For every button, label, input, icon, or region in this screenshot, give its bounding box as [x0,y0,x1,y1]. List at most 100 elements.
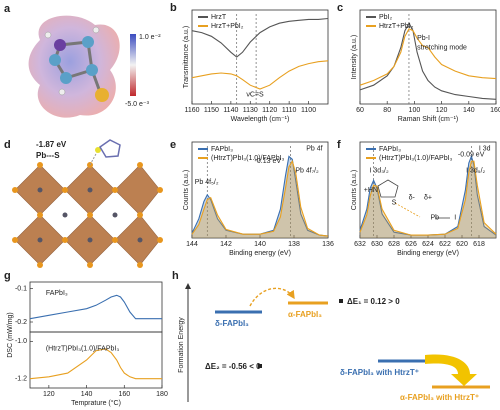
panel-a: a 1.0 e⁻² -5.0 e⁻³ [4,3,161,118]
x-tick-label: 1130 [243,107,258,114]
plot-frame [191,9,329,105]
x-tick-label: 1160 [184,107,199,114]
x-tick-label: 180 [156,391,168,398]
bullet [258,364,262,368]
annotation: S [392,199,397,206]
annotation: I [454,215,456,222]
annotation: δ+ [424,195,432,202]
color-bar-max: 1.0 e⁻² [139,34,161,41]
atom [49,54,61,66]
y-axis-label: Transmittance (a.u.) [183,26,190,88]
area-fill [192,161,328,238]
transition-arrow [249,287,295,307]
annotation: stretching mode [417,44,467,51]
x-tick-label: 628 [388,241,400,248]
legend-label: (HtrzT)PbI₃(1.0)/FAPbI₃ [379,155,453,162]
bond-label: Pb---S [36,151,60,160]
panel-label: h [172,270,179,282]
x-axis-label: Raman Shift (cm⁻¹) [398,116,458,123]
line [191,159,329,237]
line [191,17,329,58]
x-tick-label: 142 [220,241,232,248]
x-tick-label: 160 [490,107,500,114]
x-tick-label: 140 [463,107,475,114]
atom [44,31,52,39]
atom [86,64,98,76]
annotation: I 3d [479,146,491,153]
atom [82,36,94,48]
y-tick-label: -0.1 [15,286,27,293]
panel-label: b [170,2,177,14]
x-tick-label: 624 [422,241,434,248]
x-tick-label: 1100 [301,107,316,114]
panel-label: g [4,270,11,282]
x-tick-label: 626 [405,241,417,248]
series-label: FAPbI₃ [46,290,68,297]
annotation: I 3d₅/₂ [466,168,485,175]
x-tick-label: 80 [383,107,391,114]
x-tick-label: 120 [436,107,448,114]
plot-frame [359,9,497,105]
iodide-atoms [12,162,163,268]
x-tick-label: 140 [254,241,266,248]
x-tick-label: 630 [371,241,383,248]
x-axis-label: Temprature (°C) [71,399,121,407]
atom [95,88,109,102]
series-label: (HtrzT)PbI₃(1.0)/FAPbI₃ [46,346,120,353]
x-tick-label: 136 [322,241,334,248]
esp-surface [28,15,120,118]
panel-label: e [170,139,176,151]
delta-e1: ΔE₁ = 0.12 > 0 [347,297,400,306]
panel-label: c [337,2,343,14]
panel-h: h Formation Energy δ-FAPbI₃ α-FAPbI₃ ΔE₁… [172,270,490,402]
atom [54,39,66,51]
y-tick-label: -0.2 [15,319,27,326]
delta-e2: ΔE₂ = -0.56 < 0 [205,362,261,371]
color-bar [130,34,136,96]
legend-label: (HtrzT)PbI₃(1.0)/FAPbI₃ [211,155,285,162]
area-fill [360,156,496,238]
x-axis-label: Wavelength (cm⁻¹) [231,116,290,123]
x-tick-label: 1110 [282,107,297,114]
x-tick-label: 618 [473,241,485,248]
x-tick-label: 1150 [204,107,219,114]
y-axis-label: Counts (a.u.) [351,170,358,210]
axis-label: Formation Energy [178,317,185,373]
x-tick-label: 60 [356,107,364,114]
legend-label: HtrzT+PbI₂ [379,23,414,30]
panel-label: f [337,139,341,151]
transition-arrow [425,354,477,386]
y-axis-label: DSC (mW/mg) [7,312,14,358]
level-label: δ-FAPbI₃ with HtrzT⁺ [340,368,419,377]
annotation: +HN [364,187,378,194]
panel-label: a [4,3,11,15]
annotation: νC=S [246,91,264,98]
x-tick-label: 160 [118,391,130,398]
line [359,28,497,86]
x-tick-label: 144 [186,241,198,248]
annotation: -0.09 eV [458,151,485,158]
y-tick-label: -1.2 [15,376,27,383]
htrzt-ring [98,139,121,158]
x-tick-label: 632 [354,241,366,248]
annotation: I 3d₃/₂ [370,168,389,175]
line [29,294,162,320]
level-label: δ-FAPbI₃ [215,319,249,328]
x-tick-label: 120 [43,391,55,398]
annotation: Pb 4f₇/₂ [295,168,319,175]
area-fill [360,161,496,238]
x-axis-label: Binding energy (eV) [397,250,459,257]
level-label: α-FAPbI₃ [288,310,322,319]
annotation: Pb 4f₅/₂ [195,179,219,186]
x-tick-label: 1140 [223,107,238,114]
y-tick-label: -1.0 [15,338,27,345]
color-bar-min: -5.0 e⁻³ [125,101,150,108]
line [191,60,329,90]
x-tick-label: 622 [439,241,451,248]
atom [58,88,66,96]
panel-d: d -1.87 eV Pb---S [4,139,163,268]
x-tick-label: 100 [409,107,421,114]
annotation: Pb-I [417,35,430,42]
x-tick-label: 140 [81,391,93,398]
